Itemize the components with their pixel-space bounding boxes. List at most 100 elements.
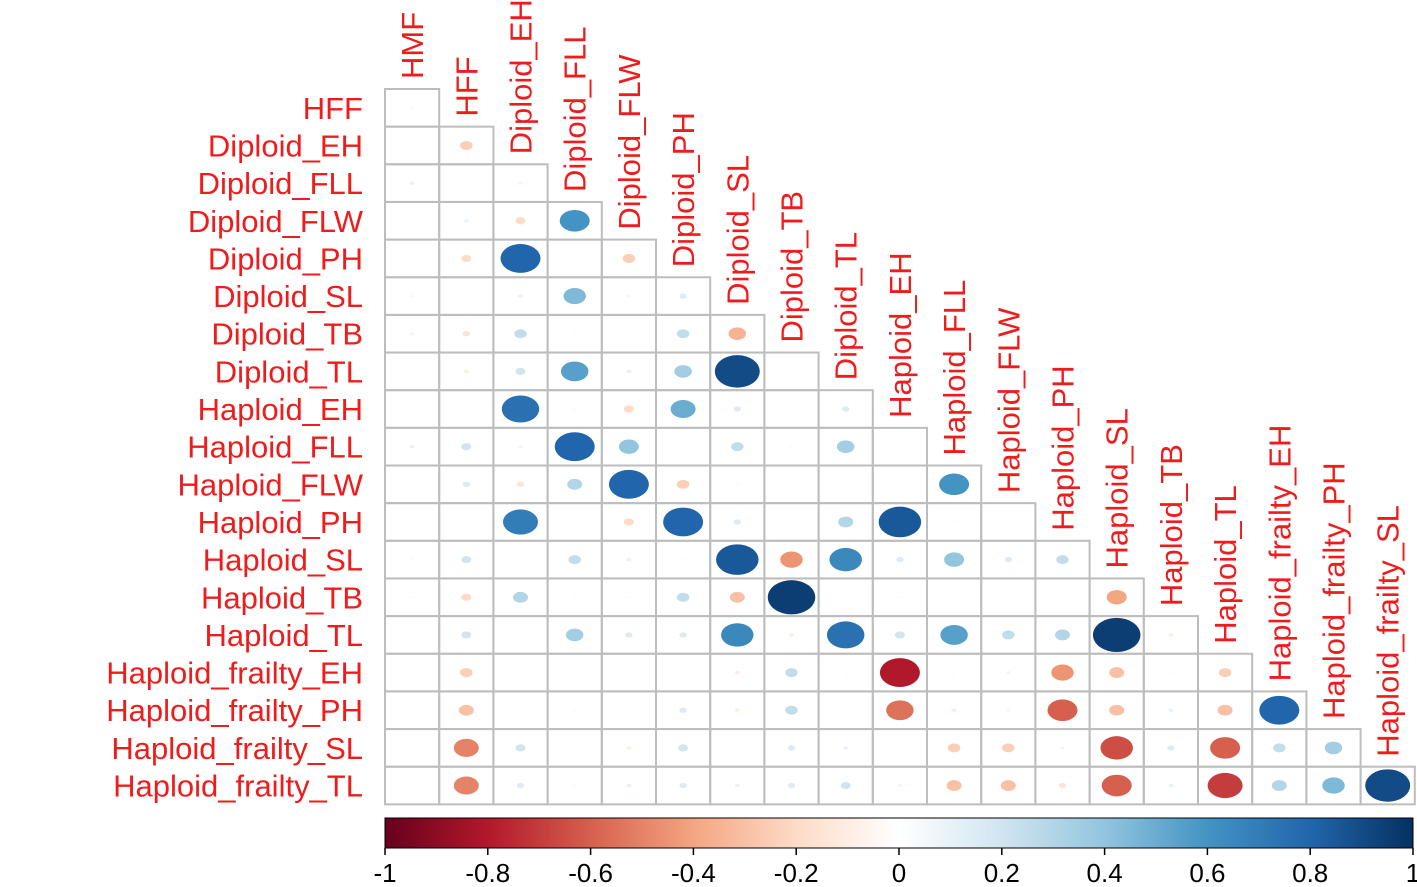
corr-circle-Haploid_frailty_TL-Haploid_FLW (1000, 780, 1016, 791)
corr-circle-Haploid_PH-Diploid_EH (503, 509, 538, 535)
corr-circle-Haploid_SL-Haploid_FLL (944, 552, 965, 567)
corr-circle-Haploid_TL-Haploid_PH (1055, 629, 1070, 641)
corr-circle-Diploid_SL-HMF (410, 294, 414, 298)
corr-circle-Diploid_TB-Diploid_SL (728, 327, 747, 341)
corr-circle-Haploid_frailty_EH-Haploid_FLW (1006, 671, 1011, 675)
row-label-Diploid_TL: Diploid_TL (215, 354, 363, 389)
colorbar-tick-label-7: 0.4 (1087, 858, 1123, 887)
col-label-Haploid_TB: Haploid_TB (1154, 444, 1189, 606)
corr-circle-HFF-HMF (410, 106, 414, 109)
corr-circle-Haploid_PH-Diploid_FLL (574, 521, 576, 523)
corr-circle-Diploid_TL-Diploid_SL (714, 355, 760, 388)
corr-circle-Haploid_TB-Haploid_FLL (953, 596, 955, 598)
corr-circle-Haploid_frailty_EH-Haploid_TL (1218, 668, 1232, 678)
row-label-Haploid_FLW: Haploid_FLW (177, 467, 363, 502)
corr-circle-Haploid_FLW-Diploid_SL (736, 483, 739, 486)
corr-circle-Haploid_frailty_EH-Diploid_TB (785, 668, 798, 678)
col-label-Diploid_SL: Diploid_SL (720, 155, 755, 305)
corr-circle-Haploid_frailty_SL-HFF (453, 738, 479, 757)
corr-circle-Haploid_FLL-Diploid_TL (836, 440, 855, 453)
circle-layer (409, 106, 1411, 802)
corr-circle-Diploid_PH-Diploid_FLW (622, 253, 636, 263)
corr-circle-Haploid_frailty_PH-Haploid_TL (1217, 704, 1233, 716)
corr-circle-Haploid_FLL-Diploid_TB (790, 445, 793, 448)
corr-circle-Haploid_SL-Diploid_EH (519, 559, 522, 561)
row-label-Haploid_TB: Haploid_TB (201, 580, 363, 615)
col-label-Haploid_FLW: Haploid_FLW (991, 307, 1026, 493)
corr-circle-Diploid_FLW-Diploid_EH (515, 217, 526, 225)
corr-circle-Diploid_PH-HFF (461, 254, 472, 263)
colorbar-gradient (384, 817, 1414, 849)
corr-circle-Haploid_frailty_SL-Diploid_EH (515, 744, 526, 752)
corr-circle-Haploid_TB-Haploid_PH (1061, 596, 1064, 598)
corr-circle-Haploid_SL-Diploid_PH (681, 558, 685, 561)
row-label-Haploid_TL: Haploid_TL (204, 618, 363, 653)
corr-circle-Haploid_FLL-Diploid_SL (731, 442, 744, 452)
col-label-Haploid_frailty_EH: Haploid_frailty_EH (1262, 425, 1297, 682)
corr-circle-Haploid_frailty_PH-Haploid_EH (886, 700, 914, 721)
corr-circle-Haploid_frailty_PH-Diploid_FLL (573, 709, 576, 712)
corr-circle-Haploid_frailty_TL-Haploid_frailty_EH (1271, 780, 1287, 791)
corr-circle-Haploid_SL-Diploid_TL (829, 547, 862, 572)
corr-circle-Haploid_frailty_TL-Haploid_SL (1101, 774, 1132, 797)
corr-circle-Haploid_frailty_PH-Diploid_SL (734, 708, 740, 713)
corr-circle-Haploid_PH-Diploid_SL (733, 519, 742, 525)
colorbar-tick-label-3: -0.4 (671, 858, 716, 887)
corr-circle-Haploid_frailty_PH-Haploid_TB (1168, 708, 1174, 713)
row-label-Diploid_TB: Diploid_TB (211, 317, 363, 352)
corr-circle-Haploid_frailty_EH-Diploid_SL (734, 670, 740, 675)
cell-Haploid_frailty_TL-Haploid_frailty_SL (1359, 765, 1416, 806)
row-label-Haploid_frailty_EH: Haploid_frailty_EH (106, 656, 363, 691)
colorbar-tick-label-1: -0.8 (465, 858, 510, 887)
corr-circle-Haploid_frailty_TL-Diploid_PH (679, 782, 687, 789)
corr-circle-Haploid_frailty_PH-HMF (411, 709, 413, 711)
corr-circle-Haploid_PH-HFF (465, 521, 468, 523)
row-label-Haploid_FLL: Haploid_FLL (187, 430, 363, 465)
corr-circle-Haploid_frailty_SL-Diploid_FLW (626, 746, 632, 750)
corr-circle-Haploid_frailty_PH-HFF (458, 704, 474, 716)
colorbar-tick-label-10: 1 (1406, 858, 1417, 887)
colorbar-tick-label-5: 0 (892, 858, 906, 887)
corr-circle-Haploid_frailty_EH-Haploid_EH (879, 658, 920, 687)
corr-circle-Haploid_frailty_SL-Haploid_PH (1060, 746, 1065, 750)
corr-circle-Haploid_PH-Haploid_FLW (1007, 521, 1010, 523)
col-label-Diploid_FLW: Diploid_FLW (612, 54, 647, 230)
corr-circle-Haploid_frailty_PH-Haploid_frailty_EH (1259, 695, 1300, 725)
corr-circle-Haploid_frailty_EH-Diploid_PH (681, 671, 685, 674)
row-label-Haploid_PH: Haploid_PH (198, 505, 363, 540)
corr-circle-Haploid_FLL-Diploid_FLW (618, 439, 639, 454)
corr-circle-Haploid_EH-HMF (411, 408, 413, 410)
corr-circle-Diploid_FLL-HFF (465, 182, 467, 184)
corr-circle-Diploid_SL-Diploid_EH (518, 294, 523, 298)
corr-circle-Diploid_FLL-HMF (409, 181, 415, 185)
corr-circle-Haploid_FLW-HFF (462, 481, 471, 488)
corr-circle-Haploid_frailty_SL-Haploid_frailty_PH (1324, 741, 1343, 755)
row-label-Haploid_EH: Haploid_EH (198, 392, 363, 427)
corr-circle-Haploid_frailty_PH-Diploid_PH (679, 707, 687, 713)
corr-circle-Haploid_frailty_SL-Haploid_FLL (947, 743, 961, 753)
corr-circle-Haploid_frailty_TL-Haploid_TB (1168, 783, 1174, 788)
corr-circle-Haploid_TL-Diploid_FLW (625, 632, 633, 638)
corr-circle-Haploid_FLW-Diploid_TL (844, 483, 847, 486)
corr-circle-Diploid_PH-Diploid_FLL (574, 257, 576, 259)
col-label-Haploid_frailty_PH: Haploid_frailty_PH (1317, 462, 1352, 719)
col-label-Diploid_FLL: Diploid_FLL (558, 27, 593, 192)
corr-circle-Diploid_TB-Diploid_PH (676, 329, 690, 339)
corr-circle-Haploid_FLW-Diploid_TB (790, 483, 793, 485)
corr-circle-Haploid_PH-Diploid_TB (790, 521, 793, 523)
corr-circle-Haploid_TB-Diploid_FLL (573, 596, 576, 599)
corr-circle-Haploid_FLW-Diploid_FLL (567, 478, 583, 490)
corr-circle-Diploid_PH-Diploid_EH (500, 244, 541, 273)
corr-circle-Haploid_frailty_TL-Diploid_FLW (626, 783, 632, 788)
corr-circle-Haploid_TL-Haploid_EH (894, 631, 905, 639)
corr-circle-Haploid_PH-Haploid_FLL (952, 521, 956, 523)
corr-circle-Haploid_TL-HFF (461, 631, 472, 639)
corr-circle-Haploid_TB-HFF (461, 593, 472, 601)
corr-circle-Haploid_TB-Diploid_PH (676, 592, 690, 602)
corr-circle-Haploid_EH-HFF (465, 408, 468, 410)
corr-circle-Haploid_frailty_TL-Diploid_TB (787, 782, 796, 789)
col-label-Haploid_FLL: Haploid_FLL (937, 280, 972, 456)
corr-circle-Haploid_TL-Haploid_FLW (1002, 630, 1015, 640)
corr-circle-Haploid_frailty_SL-Haploid_TB (1167, 745, 1175, 751)
corr-circle-Haploid_frailty_TL-Diploid_TL (840, 781, 851, 790)
